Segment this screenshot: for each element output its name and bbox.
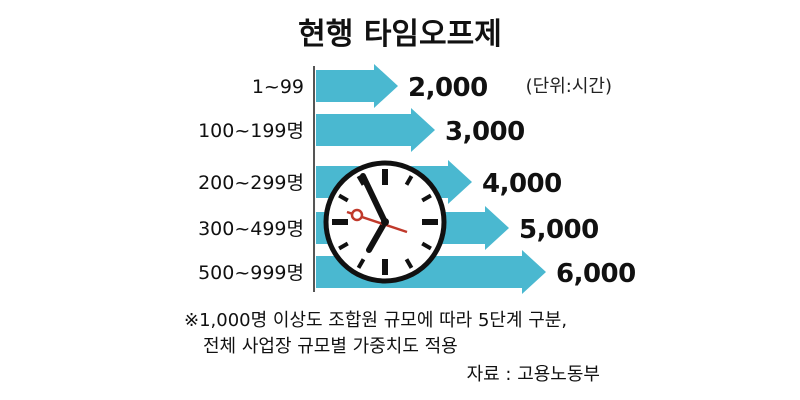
clock-illustration xyxy=(323,160,447,284)
clock-tick-6 xyxy=(404,258,414,269)
source-note: 자료 : 고용노동부 xyxy=(467,364,600,385)
clock-tick-5 xyxy=(421,241,432,251)
category-label-1: 1~99 xyxy=(252,76,304,98)
bar-2 xyxy=(316,108,435,152)
value-label-2: 3,000 xyxy=(445,117,525,147)
unit-note: (단위:시간) xyxy=(526,76,612,97)
category-label-5: 500~999명 xyxy=(198,262,304,284)
clock-tick-3 xyxy=(421,193,432,203)
labels-group: 현행 타임오프제 (단위:시간) 1~99 2,000 100~199명 3,000 200… xyxy=(184,17,636,385)
clock-tick-8 xyxy=(356,258,366,269)
clock-tick-11 xyxy=(338,193,349,203)
clock-hour-hand xyxy=(366,219,388,253)
value-label-4: 5,000 xyxy=(519,215,599,245)
value-label-1: 2,000 xyxy=(408,73,488,103)
category-label-2: 100~199명 xyxy=(198,120,304,142)
footnote-line-2: 전체 사업장 규모별 가중치도 적용 xyxy=(203,336,458,357)
value-label-3: 4,000 xyxy=(482,169,562,199)
value-label-5: 6,000 xyxy=(556,259,636,289)
footnote-line-1: ※1,000명 이상도 조합원 규모에 따라 5단계 구분, xyxy=(184,310,567,331)
clock-second-hand-ring xyxy=(350,208,364,222)
category-label-3: 200~299명 xyxy=(198,172,304,194)
category-label-4: 300~499명 xyxy=(198,218,304,240)
clock-center xyxy=(381,218,389,226)
chart-title: 현행 타임오프제 xyxy=(298,17,502,52)
clock-minute-hand xyxy=(360,173,388,225)
clock-tick-2 xyxy=(404,175,414,186)
clock-tick-12 xyxy=(356,175,366,186)
clock-tick-9 xyxy=(338,241,349,251)
bar-1 xyxy=(316,64,398,108)
